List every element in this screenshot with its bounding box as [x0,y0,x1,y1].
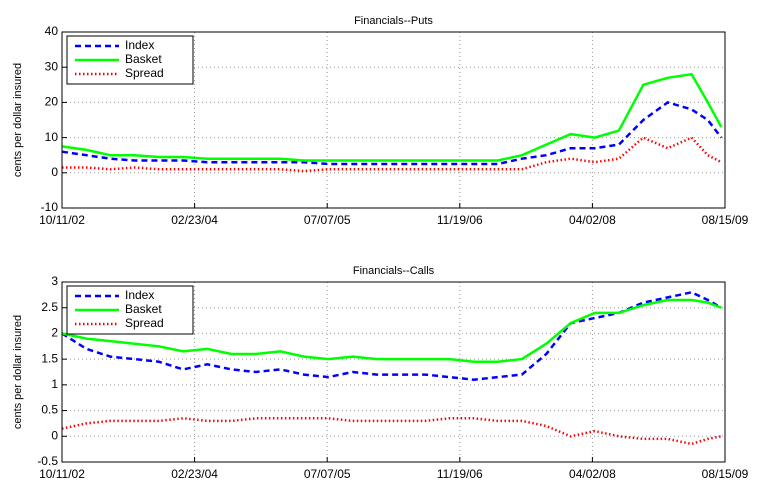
y-tick-label: -10 [41,200,59,214]
y-tick-label: 10 [45,130,59,144]
y-tick-label: 20 [45,95,59,109]
y-tick-label: 1 [51,377,58,391]
series-line [61,298,722,363]
y-tick-label: 1.5 [41,351,58,365]
x-tick-label: 07/07/05 [304,467,351,481]
chart-title: Financials--Puts [354,15,433,27]
x-tick-label: 08/15/09 [702,213,749,227]
x-tick-label: 04/02/08 [569,467,616,481]
legend-label: Basket [125,302,162,316]
plot-frame [61,281,726,463]
x-tick-label: 04/02/08 [569,213,616,227]
x-tick-label: 10/11/02 [39,213,85,227]
y-axis-label: cents per dollar insured [12,63,24,177]
x-tick-label: 10/11/02 [39,467,85,481]
legend-label: Basket [125,52,162,66]
y-tick-label: 2 [51,326,58,340]
y-tick-label: 40 [45,24,59,38]
y-tick-label: 0 [51,428,58,442]
x-tick-label: 07/07/05 [304,213,351,227]
series-line [61,417,722,446]
y-tick-label: 3 [51,274,58,288]
chart-title: Financials--Calls [353,265,435,277]
series-line [61,72,723,162]
series-line [61,101,723,166]
x-tick-label: 08/15/09 [702,467,749,481]
y-tick-label: 2.5 [41,300,58,314]
legend-label: Spread [125,316,164,330]
y-tick-label: 0 [51,165,58,179]
y-tick-label: -0.5 [37,454,58,468]
x-tick-label: 11/19/06 [437,467,483,481]
legend-label: Spread [125,66,164,80]
plot-frame [61,31,726,209]
y-tick-label: 0.5 [41,403,58,417]
series-line [62,136,722,173]
y-axis-label: cents per dollar insured [12,315,24,429]
legend-label: Index [125,288,154,302]
x-tick-label: 02/23/04 [171,213,218,227]
x-tick-label: 11/19/06 [437,213,483,227]
legend-label: Index [125,38,154,52]
y-tick-label: 30 [45,59,59,73]
x-tick-label: 02/23/04 [171,467,218,481]
